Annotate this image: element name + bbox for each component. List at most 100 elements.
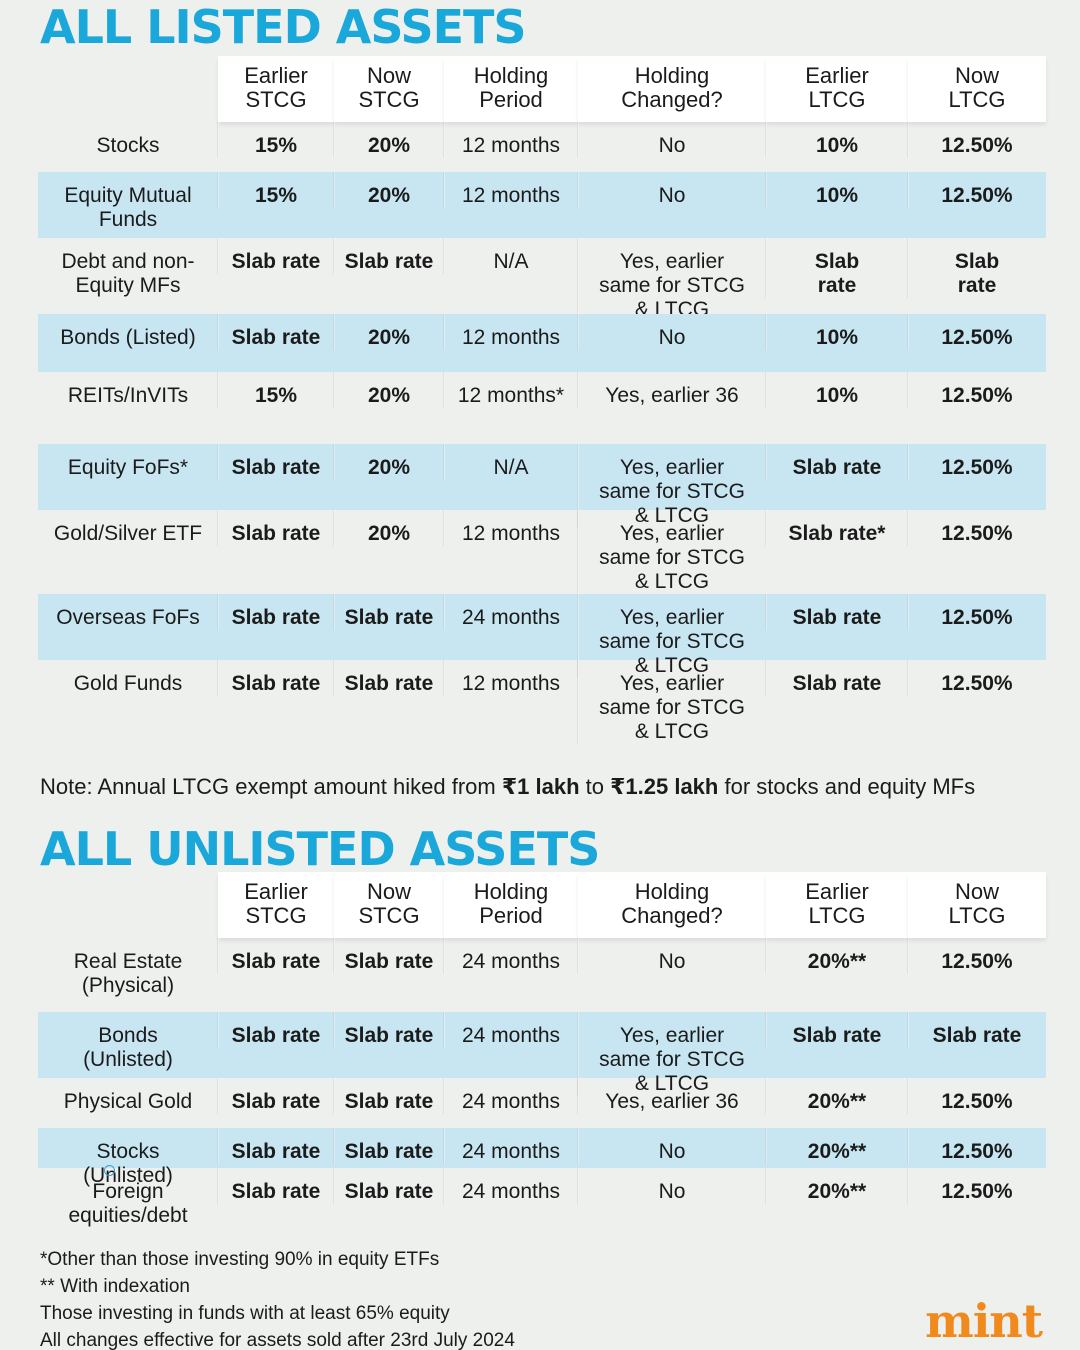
column-divider: [765, 510, 767, 546]
holding-changed-cell: No: [577, 314, 766, 350]
asset-name: Foreign equities/debt: [68, 1180, 188, 1227]
unlisted-table-body: Real Estate (Physical) Slab rate Slab rate…: [38, 938, 1046, 1230]
column-divider: [907, 594, 909, 630]
holding-period-cell: 12 months: [443, 660, 578, 696]
earlier-ltcg-cell: Slab rate*: [765, 510, 908, 546]
table-row: Equity Mutual Funds 15% 20% 12 months No 10% 1…: [38, 172, 1046, 238]
header-earlier-stcg: Earlier STCG: [218, 872, 334, 938]
circle-marker-icon: [104, 1165, 115, 1176]
table-row: Debt and non-Equity MFs Slab rate Slab rat…: [38, 238, 1046, 322]
table-row: Physical Gold Slab rate Slab rate 24 months…: [38, 1078, 1046, 1128]
footnote-item: Those investing in funds with at least 6…: [40, 1303, 450, 1324]
now-stcg-cell: Slab rate: [333, 1078, 444, 1114]
asset-name: Physical Gold: [63, 1090, 193, 1113]
holding-changed-cell: Yes, earlier same for STCG & LTCG: [577, 444, 766, 528]
column-divider: [765, 1012, 767, 1048]
ltcg-exemption-note: Note: Annual LTCG exempt amount hiked fr…: [40, 774, 975, 800]
holding-period-cell: 24 months: [443, 1168, 578, 1204]
column-divider: [217, 938, 219, 974]
earlier-ltcg-cell: 10%: [765, 122, 908, 158]
header-earlier-stcg: Earlier STCG: [218, 56, 334, 122]
header-earlier-ltcg: Earlier LTCG: [766, 56, 908, 122]
column-divider: [907, 1012, 909, 1048]
column-divider: [907, 372, 909, 408]
column-divider: [577, 594, 579, 678]
earlier-stcg-cell: Slab rate: [217, 1012, 334, 1048]
column-divider: [217, 314, 219, 350]
now-ltcg-cell: 12.50%: [907, 938, 1046, 974]
column-divider: [443, 1168, 445, 1204]
earlier-stcg-cell: 15%: [217, 172, 334, 208]
earlier-ltcg-cell: Slab rate: [765, 444, 908, 480]
column-divider: [765, 1078, 767, 1114]
column-divider: [443, 122, 445, 158]
now-ltcg-cell: 12.50%: [907, 660, 1046, 696]
earlier-stcg-cell: Slab rate: [217, 238, 334, 274]
now-ltcg-cell: 12.50%: [907, 314, 1046, 350]
now-stcg-cell: 20%: [333, 172, 444, 208]
holding-changed-cell: No: [577, 122, 766, 158]
header-spacer: [38, 56, 218, 122]
now-stcg-cell: Slab rate: [333, 938, 444, 974]
asset-name: Gold Funds: [73, 672, 183, 695]
header-now-stcg: Now STCG: [334, 872, 444, 938]
column-divider: [333, 314, 335, 350]
column-divider: [765, 660, 767, 696]
holding-changed-cell: No: [577, 938, 766, 974]
column-divider: [577, 938, 579, 974]
column-divider: [217, 172, 219, 208]
table-row: Bonds (Unlisted) Slab rate Slab rate 24 mon…: [38, 1012, 1046, 1096]
column-divider: [577, 172, 579, 208]
earlier-stcg-cell: Slab rate: [217, 510, 334, 546]
column-divider: [907, 510, 909, 546]
column-divider: [333, 122, 335, 158]
holding-period-cell: 24 months: [443, 1078, 578, 1114]
note-prefix: Note: Annual LTCG exempt amount hiked fr…: [40, 774, 502, 799]
holding-changed-cell: Yes, earlier same for STCG & LTCG: [577, 238, 766, 322]
column-divider: [443, 372, 445, 408]
column-divider: [443, 314, 445, 350]
column-divider: [765, 444, 767, 480]
holding-period-cell: 12 months*: [443, 372, 578, 408]
column-divider: [577, 660, 579, 744]
column-divider: [577, 314, 579, 350]
earlier-stcg-cell: Slab rate: [217, 1078, 334, 1114]
column-divider: [577, 444, 579, 528]
listed-table: Earlier STCG Now STCG Holding Period Hol…: [38, 56, 1046, 744]
table-row: Real Estate (Physical) Slab rate Slab rate…: [38, 938, 1046, 1012]
earlier-stcg-cell: Slab rate: [217, 660, 334, 696]
holding-changed-cell: Yes, earlier same for STCG & LTCG: [577, 510, 766, 594]
column-divider: [217, 238, 219, 274]
earlier-stcg-cell: Slab rate: [217, 1168, 334, 1204]
holding-period-cell: 12 months: [443, 510, 578, 546]
footnote-item: ** With indexation: [40, 1276, 190, 1297]
now-ltcg-cell: Slab rate: [907, 1012, 1046, 1048]
unlisted-table: Earlier STCG Now STCG Holding Period Hol…: [38, 872, 1046, 1230]
column-divider: [217, 594, 219, 630]
earlier-stcg-cell: Slab rate: [217, 314, 334, 350]
column-divider: [443, 444, 445, 480]
earlier-ltcg-cell: Slab rate: [765, 1012, 908, 1048]
note-suffix: for stocks and equity MFs: [718, 774, 976, 799]
asset-name: Stocks: [96, 134, 160, 157]
column-divider: [217, 660, 219, 696]
asset-name: Equity FoFs*: [67, 456, 189, 479]
column-divider: [217, 510, 219, 546]
column-divider: [443, 172, 445, 208]
column-divider: [443, 660, 445, 696]
listed-section-title: ALL LISTED ASSETS: [40, 0, 527, 54]
earlier-stcg-cell: Slab rate: [217, 444, 334, 480]
column-divider: [333, 594, 335, 630]
holding-changed-cell: Yes, earlier 36: [577, 372, 766, 408]
table-row: Stocks (Unlisted) Slab rate Slab rate 24 mo…: [38, 1128, 1046, 1187]
column-divider: [765, 314, 767, 350]
table-row: Bonds (Listed) Slab rate 20% 12 months No 10%…: [38, 314, 1046, 372]
earlier-ltcg-cell: 10%: [765, 314, 908, 350]
column-divider: [217, 122, 219, 158]
column-divider: [907, 938, 909, 974]
listed-table-body: Stocks 15% 20% 12 months No 10% 12.50% Equity M…: [38, 122, 1046, 744]
column-divider: [443, 1128, 445, 1164]
asset-name: Bonds (Unlisted): [83, 1024, 173, 1071]
holding-period-cell: 24 months: [443, 594, 578, 630]
column-divider: [907, 1078, 909, 1114]
